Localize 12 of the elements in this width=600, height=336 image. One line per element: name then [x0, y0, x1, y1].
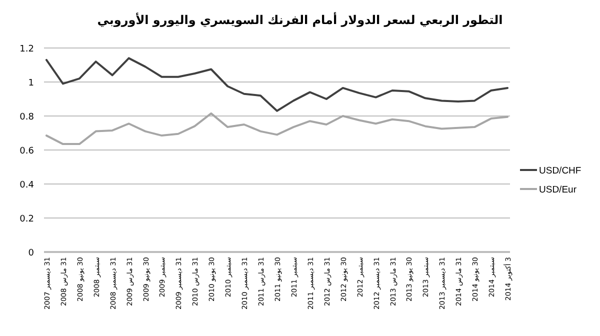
y-tick-label: 0.2	[20, 214, 34, 224]
y-tick-label: 0.6	[20, 146, 34, 156]
line-series	[45, 57, 509, 112]
y-tick-label: 0	[28, 248, 34, 258]
y-tick-label: 1.2	[20, 44, 34, 54]
line-series	[45, 112, 509, 146]
y-tick-label: 0.4	[20, 180, 34, 190]
legend-label: USD/CHF	[539, 166, 582, 176]
chart-title: التطور الربعي لسعر الدولار أمام الفرنك السويسري واليورو الأوروبي	[97, 12, 503, 27]
y-tick-label: 0.8	[20, 112, 34, 122]
legend-label: USD/Eur	[539, 184, 576, 196]
y-tick-label: 1	[28, 78, 34, 88]
